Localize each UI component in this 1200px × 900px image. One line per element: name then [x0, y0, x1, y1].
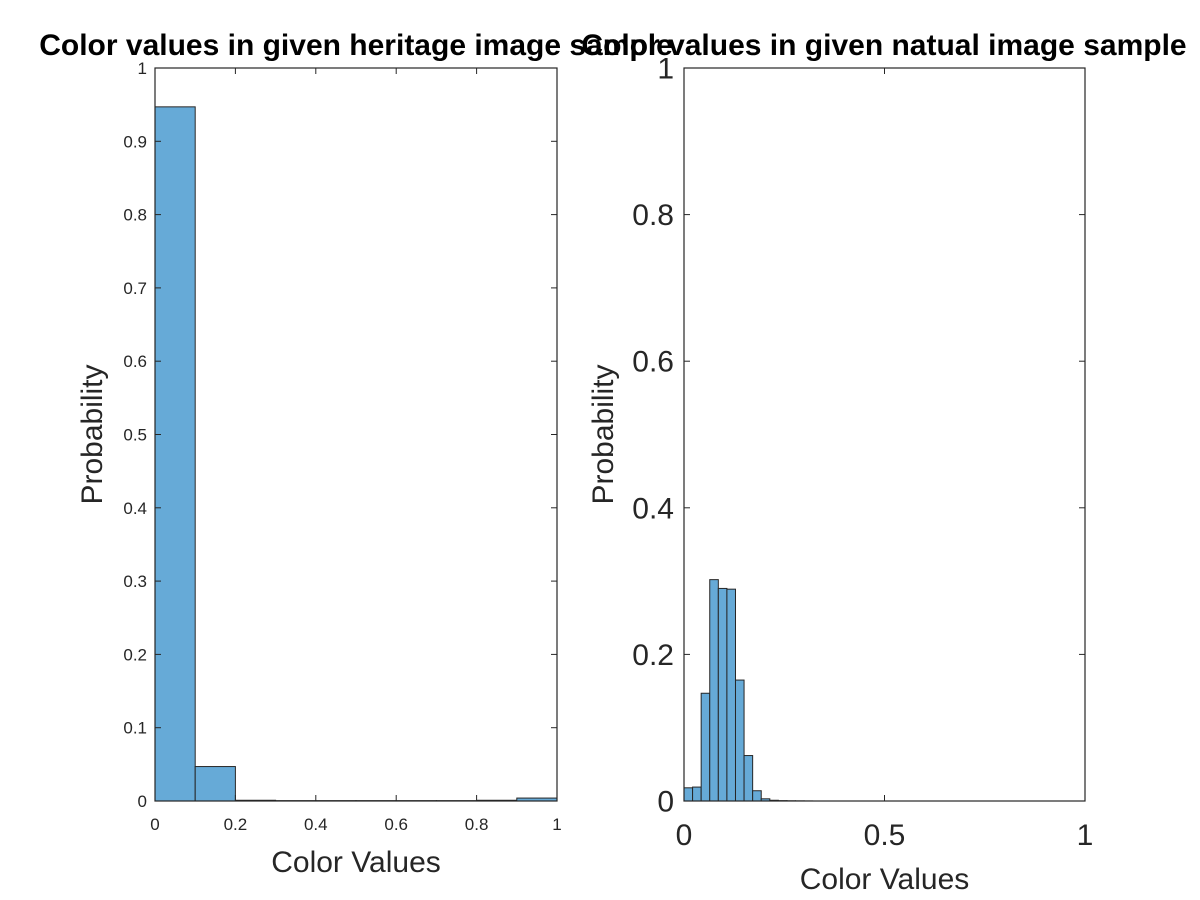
y-tick-label: 0.8 — [123, 206, 147, 225]
y-tick-label: 0.2 — [632, 639, 674, 672]
y-tick-label: 0.3 — [123, 572, 147, 591]
histogram-bar — [709, 579, 719, 802]
x-tick-label: 0.4 — [304, 815, 328, 834]
y-tick-label: 0.9 — [123, 132, 147, 151]
histogram-bar — [683, 787, 694, 802]
x-tick-label: 0.2 — [224, 815, 248, 834]
y-tick-label: 0.1 — [123, 719, 147, 738]
x-axis-label: Color Values — [271, 846, 441, 879]
y-tick-label: 0 — [657, 786, 674, 819]
x-tick-label: 0 — [676, 819, 693, 852]
histogram-bar — [726, 588, 736, 802]
histogram-bar — [743, 755, 754, 802]
x-tick-label: 0 — [150, 815, 159, 834]
axes-box — [154, 67, 558, 802]
x-tick-label: 0.6 — [384, 815, 408, 834]
y-tick-label: 0.4 — [632, 492, 674, 525]
chart-panel-2: 0 0.2 0.4 0.6 0.8 1 0 0.5 1 Color Values Probabili… — [581, 29, 1186, 896]
chart-title: Color values in given heritage image sam… — [39, 29, 673, 62]
x-tick-label: 0.8 — [465, 815, 489, 834]
x-tick-label: 0.5 — [864, 819, 906, 852]
histogram-bar — [692, 786, 702, 802]
x-axis-label: Color Values — [800, 863, 970, 896]
chart-title: Color values in given natual image sampl… — [581, 29, 1186, 62]
y-axis-label: Probability — [76, 364, 109, 504]
y-tick-label: 0.2 — [123, 645, 147, 664]
y-tick-label: 0.4 — [123, 499, 147, 518]
y-tick-label: 0.7 — [123, 279, 147, 298]
y-tick-label: 0.5 — [123, 425, 147, 444]
histogram-bar — [194, 766, 236, 802]
y-tick-label: 0.6 — [632, 346, 674, 379]
y-axis-label: Probability — [587, 364, 620, 504]
y-tick-label: 0 — [138, 792, 147, 811]
chart-panel-1: 0 0.1 0.2 0.3 0.4 0.5 0.6 0.7 0.8 0.9 1 0 0.2 0.4 0.6 0… — [39, 29, 673, 879]
x-tick-label: 1 — [552, 815, 561, 834]
y-tick-label: 0.6 — [123, 352, 147, 371]
histogram-bar — [717, 587, 728, 802]
y-tick-label: 1 — [138, 59, 147, 78]
y-tick-label: 0.8 — [632, 199, 674, 232]
histogram-bar — [752, 790, 762, 802]
histogram-bar — [154, 106, 196, 802]
histogram-bar — [700, 692, 711, 802]
y-tick-label: 1 — [657, 53, 674, 86]
x-tick-label: 1 — [1077, 819, 1094, 852]
histogram-bar — [734, 679, 745, 802]
